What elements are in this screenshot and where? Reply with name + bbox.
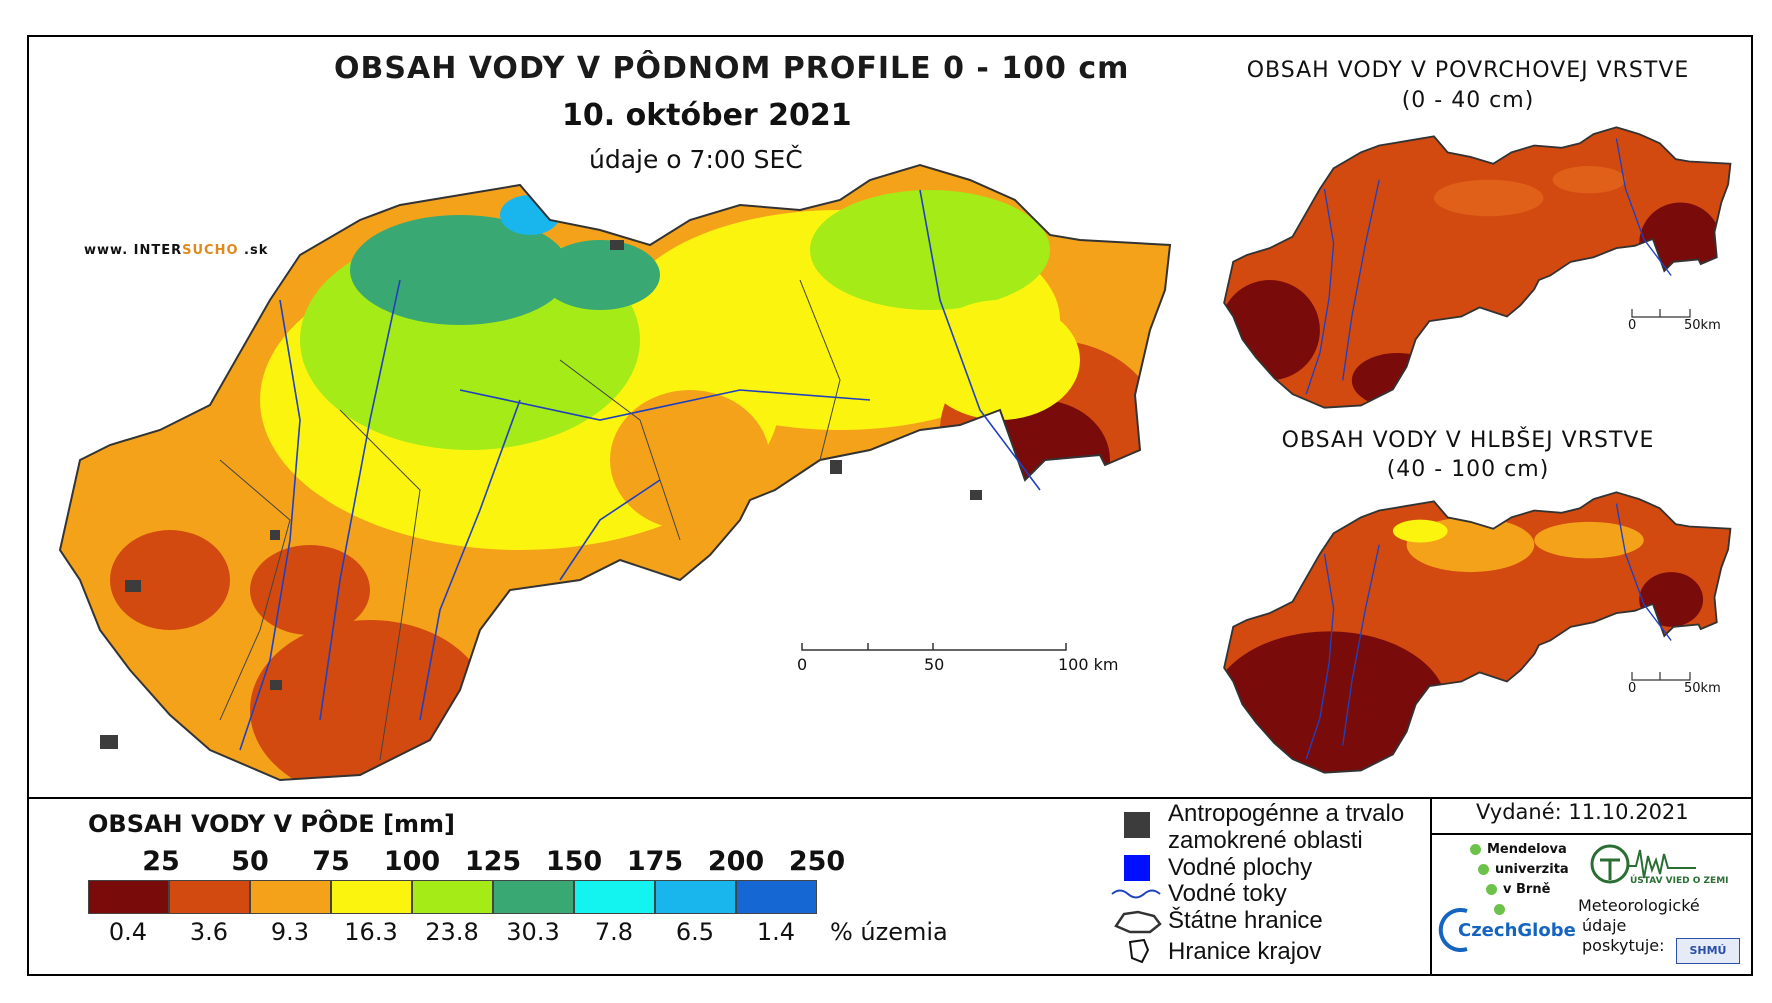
scale-deep-50: 50km [1684,681,1721,696]
mendel-line-1: Mendelova [1487,842,1567,857]
state-border-icon [1114,910,1162,934]
region-border-label: Hranice krajov [1168,938,1322,965]
surface-title: OBSAH VODY V POVRCHOVEJ VRSTVE [1246,58,1690,83]
scale-main-50: 50 [924,655,945,674]
meteo-line-3: poskytuje: [1582,936,1665,955]
anthropogenic-label-1: Antropogénne a trvalo [1168,800,1405,827]
scale-bar-surface [1631,309,1691,318]
scale-surface-0: 0 [1628,318,1637,333]
percent-value: 3.6 [189,918,229,946]
percent-value: 6.5 [675,918,715,946]
scale-bar-main [801,643,1067,651]
percent-value: 30.3 [506,918,560,946]
threshold-label: 50 [231,846,269,877]
threshold-label: 100 [383,846,441,877]
watermark-accent: SUCHO [182,243,239,258]
threshold-label: 75 [312,846,350,877]
color-bar-swatch [736,880,817,914]
map-title: OBSAH VODY V PÔDNOM PROFILE 0 - 100 cm [334,51,1130,86]
color-bar-swatch [169,880,250,914]
percent-value: 7.8 [594,918,634,946]
deep-title: OBSAH VODY V HLBŠEJ VRSTVE [1281,428,1655,453]
water-streams-icon [1111,889,1161,899]
deep-range: (40 - 100 cm) [1386,457,1550,482]
scale-surface-50: 50km [1684,318,1721,333]
water-bodies-swatch [1124,855,1150,881]
surface-range: (0 - 40 cm) [1401,88,1535,113]
scale-main-100: 100 km [1058,655,1119,674]
uvgz-label: ÚSTAV VIED O ZEMI [1630,876,1729,886]
czechglobe-mark-icon [1438,908,1468,952]
region-borders-main [219,279,841,761]
water-streams-label: Vodné toky [1168,880,1287,907]
percent-value: 1.4 [756,918,796,946]
meteo-line-1: Meteorologické [1578,896,1700,915]
state-border-label: Štátne hranice [1168,907,1323,934]
threshold-label: 200 [707,846,765,877]
mendel-logo: Mendelova univerzita v Brně [1470,840,1569,920]
region-border-icon [1128,938,1150,964]
deep-map [1223,491,1732,774]
color-bar-swatch [493,880,574,914]
scale-bar-deep [1631,672,1691,681]
threshold-label: 125 [464,846,522,877]
threshold-label: 25 [142,846,180,877]
legend-title: OBSAH VODY V PÔDE [mm] [88,810,456,838]
scale-main-0: 0 [797,655,808,674]
shmu-logo: SHMÚ [1676,938,1740,964]
watermark: www. INTERSUCHO .sk [84,243,268,258]
czechglobe-label: CzechGlobe [1458,920,1576,941]
main-map [58,163,1172,782]
anthropogenic-areas-main [100,240,982,749]
percent-value: 16.3 [344,918,398,946]
mendel-line-3: v Brně [1503,882,1551,897]
threshold-label: 150 [545,846,603,877]
published-date: Vydané: 11.10.2021 [1476,800,1689,824]
threshold-label: 250 [788,846,846,877]
panel-divider-h [1432,833,1751,835]
main-map-fill [60,165,1170,780]
threshold-label: 175 [626,846,684,877]
percent-value: 0.4 [108,918,148,946]
watermark-suffix: .sk [238,243,269,258]
color-bar-swatch [655,880,736,914]
mendel-line-2: univerzita [1495,862,1569,877]
color-bar-swatch [574,880,655,914]
color-bar-swatch [412,880,493,914]
percent-value: 23.8 [425,918,479,946]
color-bar-swatch [331,880,412,914]
map-date: 10. október 2021 [562,98,852,133]
meteo-line-2: údaje [1582,916,1627,935]
color-bar-swatch [88,880,169,914]
percent-value: 9.3 [270,918,310,946]
uvgz-logo-icon [1590,844,1696,884]
scale-deep-0: 0 [1628,681,1637,696]
surface-map [1223,126,1732,409]
meteo-credit: Meteorologické údaje poskytuje: [1578,896,1700,956]
legend-divider [27,797,1753,799]
color-bar-swatch [250,880,331,914]
anthropogenic-label-2: zamokrené oblasti [1168,827,1363,854]
time-note: údaje o 7:00 SEČ [589,145,803,174]
panel-divider-v [1430,797,1432,976]
watermark-prefix: www. INTER [84,243,183,258]
anthropogenic-swatch [1124,812,1150,838]
water-bodies-label: Vodné plochy [1168,854,1313,881]
percent-label: % územia [830,918,948,946]
rivers-main [239,189,1041,751]
state-border-main [58,163,1172,782]
